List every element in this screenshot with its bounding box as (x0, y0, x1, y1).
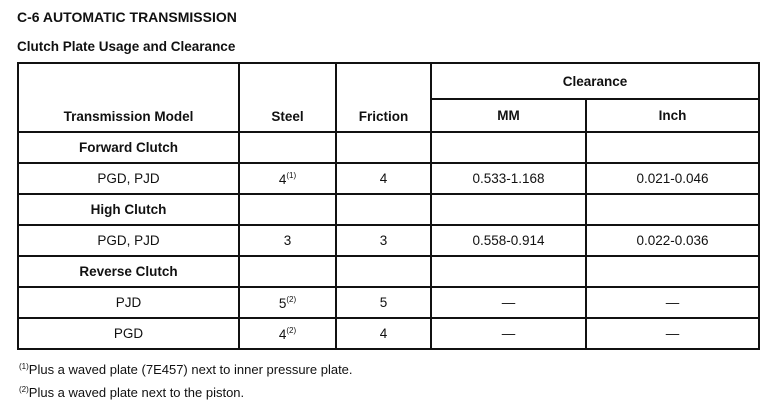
footnote-1: (1)Plus a waved plate (7E457) next to in… (19, 362, 353, 377)
cell-steel: 3 (238, 224, 337, 257)
table-caption: Clutch Plate Usage and Clearance (17, 39, 236, 54)
cell-steel: 4(1) (238, 162, 337, 195)
cell-model: PGD (17, 317, 240, 350)
header-clearance: Clearance (429, 62, 761, 100)
table-row: PJD 5(2) 5 — — (17, 286, 761, 319)
clutch-plate-table: Transmission Model Steel Friction Cleara… (17, 62, 761, 350)
footnote-2: (2)Plus a waved plate next to the piston… (19, 385, 245, 400)
group-label: High Clutch (17, 193, 240, 226)
cell-friction: 4 (335, 162, 432, 195)
cell-steel: 4(2) (238, 317, 337, 350)
cell-inch: — (584, 286, 761, 319)
table-row: PGD 4(2) 4 — — (17, 317, 761, 350)
cell-friction: 3 (335, 224, 432, 257)
cell-model: PJD (17, 286, 240, 319)
header-transmission-model: Transmission Model (17, 62, 240, 133)
page-title: C-6 AUTOMATIC TRANSMISSION (17, 9, 237, 25)
cell-friction: 4 (335, 317, 432, 350)
cell-mm: 0.558-0.914 (430, 224, 587, 257)
header-inch: Inch (584, 98, 761, 133)
cell-mm: 0.533-1.168 (430, 162, 587, 195)
cell-model: PGD, PJD (17, 162, 240, 195)
group-label: Reverse Clutch (17, 255, 240, 288)
cell-inch: 0.021-0.046 (584, 162, 761, 195)
cell-steel: 5(2) (238, 286, 337, 319)
group-label: Forward Clutch (17, 131, 240, 164)
group-row: Forward Clutch (17, 131, 761, 164)
cell-inch: — (584, 317, 761, 350)
header-friction: Friction (335, 62, 432, 133)
cell-friction: 5 (335, 286, 432, 319)
group-row: Reverse Clutch (17, 255, 761, 288)
table-row: PGD, PJD 3 3 0.558-0.914 0.022-0.036 (17, 224, 761, 257)
header-mm: MM (430, 98, 587, 133)
cell-mm: — (430, 286, 587, 319)
group-row: High Clutch (17, 193, 761, 226)
header-steel: Steel (238, 62, 337, 133)
cell-mm: — (430, 317, 587, 350)
cell-model: PGD, PJD (17, 224, 240, 257)
cell-inch: 0.022-0.036 (584, 224, 761, 257)
table-row: PGD, PJD 4(1) 4 0.533-1.168 0.021-0.046 (17, 162, 761, 195)
